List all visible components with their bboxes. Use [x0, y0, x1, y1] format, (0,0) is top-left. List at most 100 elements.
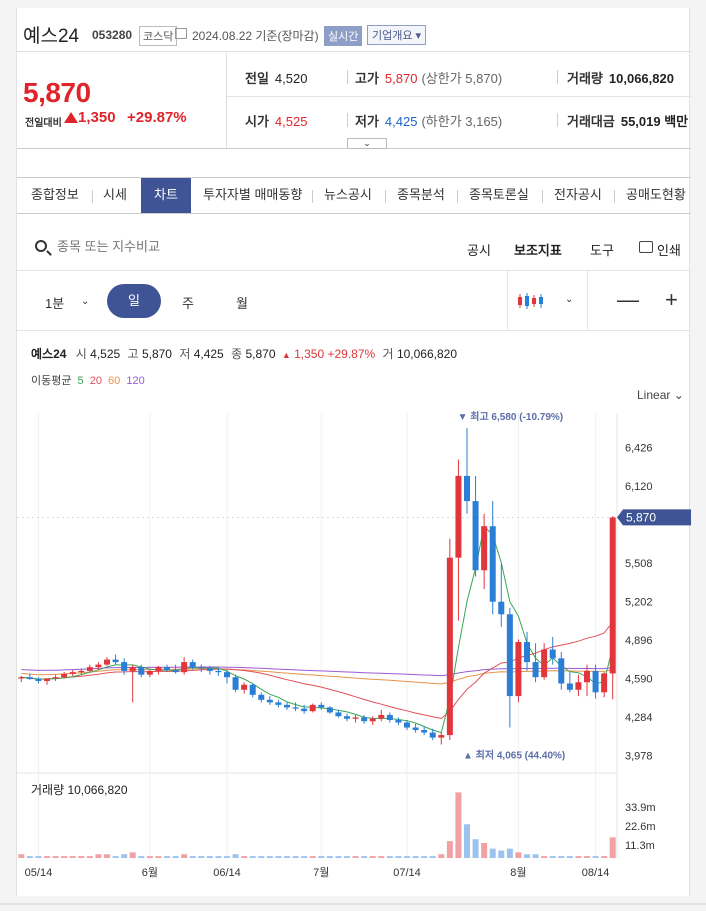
candle-body	[421, 730, 428, 733]
expand-button[interactable]: ⌄	[347, 138, 387, 149]
search-icon[interactable]	[35, 240, 47, 252]
tab-quote[interactable]: 시세	[103, 187, 127, 202]
ma-120[interactable]: 120	[126, 375, 145, 387]
draw-tool-button[interactable]: 도구	[590, 243, 614, 258]
volume-bar	[61, 856, 68, 858]
volume-bar	[584, 856, 590, 858]
volume-bar	[558, 856, 565, 858]
compare-search-input[interactable]	[57, 234, 257, 258]
candle-body	[181, 662, 188, 673]
volume-label: 거래량	[567, 71, 603, 86]
divider	[542, 190, 543, 203]
volume-bar	[215, 856, 222, 858]
volume-bar	[44, 856, 50, 858]
ma-60-line	[21, 668, 613, 685]
high-label: 고가	[355, 71, 379, 86]
legend-volume: 10,066,820	[396, 347, 457, 361]
period-day[interactable]: 일	[107, 284, 161, 318]
ma-20[interactable]: 20	[89, 375, 102, 387]
indicator-button[interactable]: 보조지표	[514, 243, 562, 258]
ma-60[interactable]: 60	[108, 375, 121, 387]
divider	[347, 70, 348, 84]
volume-bar	[164, 856, 170, 858]
volume-bar	[464, 824, 470, 858]
tab-news[interactable]: 뉴스공시	[324, 187, 372, 202]
chevron-down-icon: ⌄	[673, 388, 684, 402]
volume-bar	[575, 856, 582, 858]
change-label: 전일대비	[25, 118, 62, 129]
chevron-down-icon[interactable]: ⌄	[565, 294, 574, 305]
upper-limit: (상한가 5,870)	[421, 71, 503, 86]
volume-tick-label: 11.3m	[625, 840, 655, 852]
candle-body	[455, 475, 462, 558]
candle-body	[138, 667, 145, 675]
candle-body	[155, 667, 162, 671]
tab-disclosure[interactable]: 전자공시	[554, 187, 602, 202]
open-label: 시가	[245, 114, 269, 129]
candle-body	[566, 683, 573, 690]
legend-high: 5,870	[141, 347, 172, 361]
volume-bar	[395, 856, 402, 858]
calendar-icon	[175, 28, 187, 39]
candle-body	[112, 659, 119, 663]
printer-icon[interactable]	[639, 241, 653, 253]
company-info-dropdown[interactable]: 기업개요 ▾	[367, 25, 427, 45]
candle-body	[121, 662, 128, 671]
realtime-button[interactable]: 실시간	[324, 26, 363, 46]
tab-overview[interactable]: 종합정보	[31, 187, 79, 202]
zoom-out-button[interactable]: —	[617, 287, 639, 312]
ma-120-line	[21, 666, 613, 677]
prev-close: 전일 4,520	[245, 68, 307, 87]
candle-body	[275, 702, 282, 705]
scale-select[interactable]: Linear ⌄	[637, 388, 684, 402]
candle-body	[249, 684, 256, 695]
y-tick-label: 5,508	[625, 558, 653, 570]
y-tick-label: 4,590	[625, 673, 653, 685]
volume-bar	[189, 856, 196, 858]
candlestick-type-icon[interactable]	[517, 292, 543, 310]
minute-select[interactable]: 1분	[45, 296, 65, 311]
candle-body	[498, 601, 505, 615]
notice-button[interactable]: 공시	[467, 243, 491, 258]
candle-body	[258, 694, 265, 700]
print-button[interactable]: 인쇄	[657, 243, 681, 258]
legend-volume-label: 거	[382, 347, 394, 361]
tab-short-selling[interactable]: 공매도현황	[626, 187, 686, 202]
candle-body	[129, 667, 136, 671]
volume-value: 10,066,820	[608, 71, 674, 86]
tab-analysis[interactable]: 종목분석	[397, 187, 445, 202]
volume-bar	[344, 856, 350, 858]
candle-body	[438, 735, 445, 738]
volume-stat: 거래량 10,066,820	[567, 68, 674, 87]
open-value: 4,525	[274, 114, 308, 129]
legend-change-pct: +29.87%	[327, 347, 376, 361]
period-month[interactable]: 월	[236, 296, 248, 311]
zoom-in-button[interactable]: +	[665, 287, 678, 312]
volume-bar	[541, 856, 548, 858]
candlestick-chart[interactable]: 6,426 6,120 5,508 5,202 4,896 4,590 4,284 3,978…	[17, 388, 691, 878]
volume-bar	[129, 852, 136, 858]
y-tick-label: 6,120	[625, 481, 653, 493]
ma-5[interactable]: 5	[77, 375, 84, 387]
volume-bar	[378, 856, 385, 858]
period-week[interactable]: 주	[182, 296, 194, 311]
volume-label: 거래량 10,066,820	[31, 783, 128, 797]
divider	[385, 190, 386, 203]
candle-body	[386, 714, 393, 720]
divider	[347, 113, 348, 127]
tab-chart[interactable]: 차트	[141, 178, 191, 213]
legend-close-label: 종	[231, 347, 243, 361]
volume-bar	[224, 856, 230, 858]
volume-bar	[481, 843, 488, 858]
candle-body	[318, 704, 325, 708]
ma-5-line	[21, 525, 614, 734]
ohlc-legend: 예스24 시 4,525 고 5,870 저 4,425 종 5,870 ▲ 1…	[31, 345, 457, 362]
volume-bar	[249, 856, 256, 858]
chevron-down-icon[interactable]: ⌄	[81, 296, 90, 307]
tab-discussion[interactable]: 종목토론실	[469, 187, 529, 202]
candle-body	[584, 670, 590, 683]
candle-body	[266, 699, 273, 703]
candle-body	[412, 727, 419, 731]
volume-bar	[361, 856, 368, 858]
tab-investor[interactable]: 투자자별 매매동향	[203, 187, 303, 202]
